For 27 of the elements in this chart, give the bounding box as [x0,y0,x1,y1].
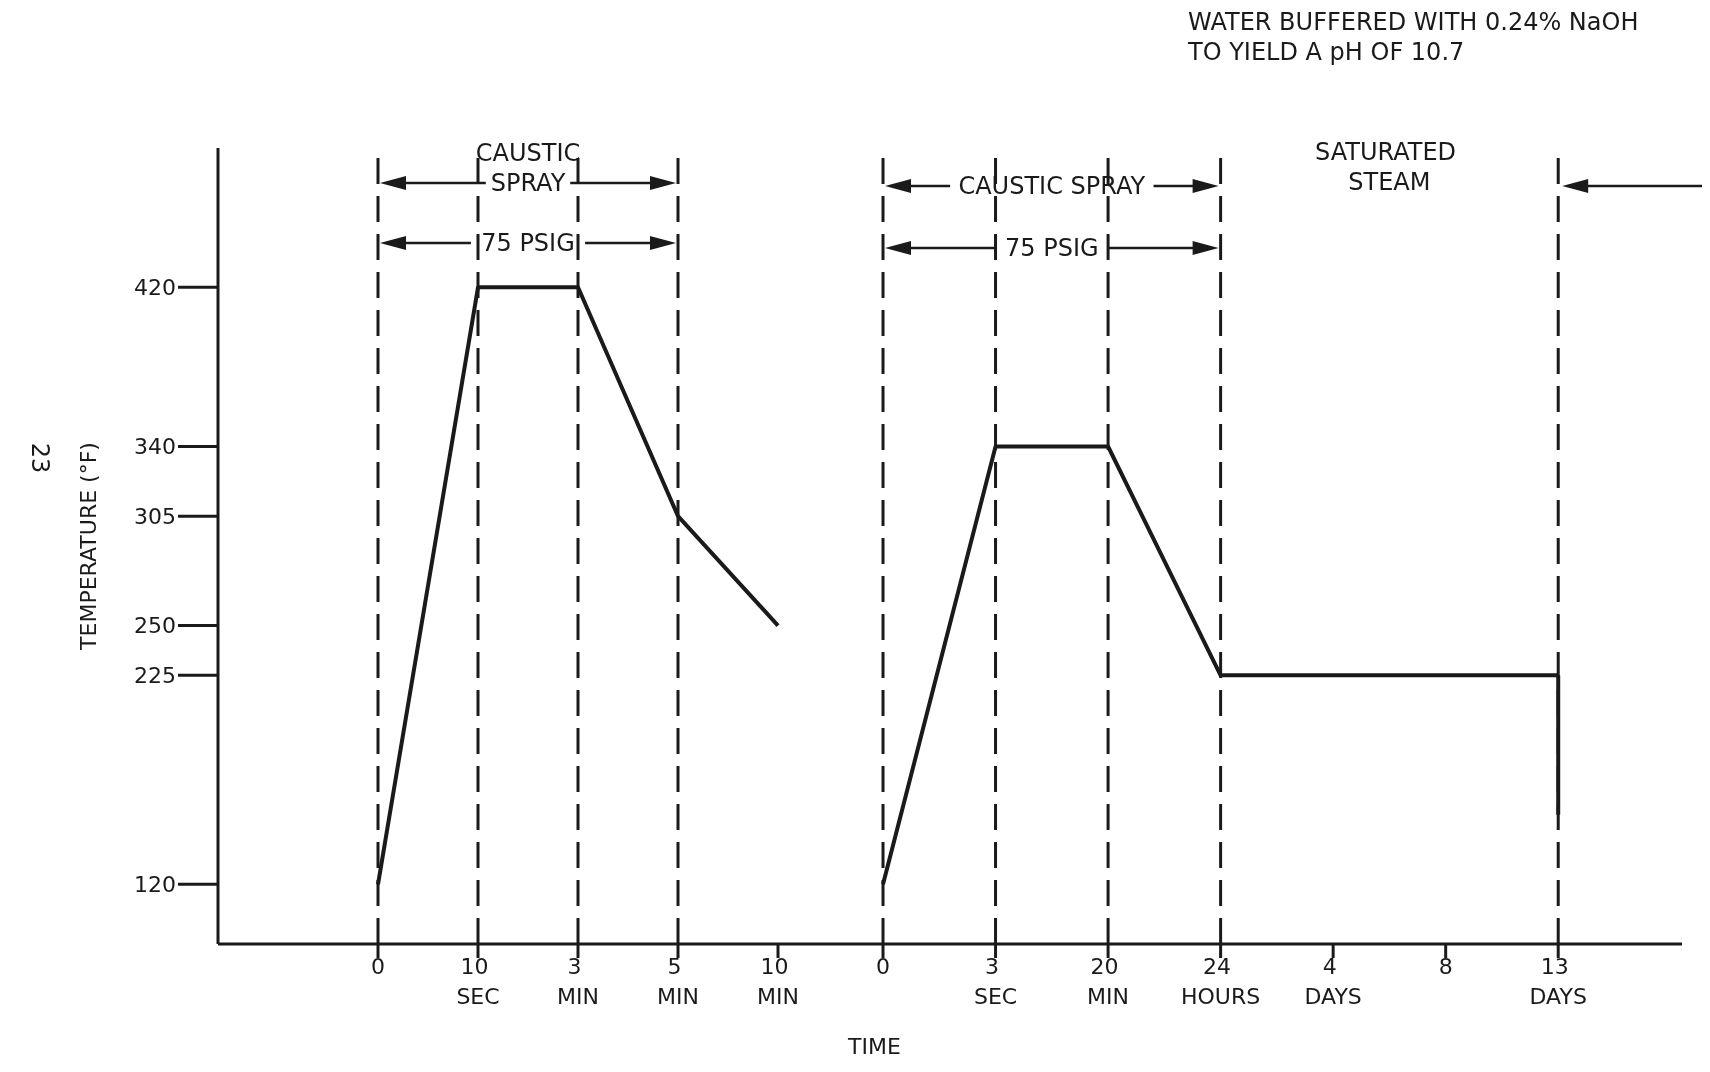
annotation: CAUSTIC SPRAY [475,139,581,197]
y-tick-label: 250 [134,613,176,639]
x-tick-label: 0 [371,954,385,979]
x-tick-label: 8 [1438,954,1453,979]
x-tick-label: 10 MIN [757,954,799,1009]
y-tick-label: 420 [134,275,176,301]
annotation: CAUSTIC SPRAY [958,172,1146,200]
text: 23 [26,442,54,474]
annotation: 75 PSIG [1005,234,1099,262]
y-tick-label: 305 [134,503,176,529]
y-tick-label: 120 [134,872,176,898]
x-tick-label: 3 SEC [973,954,1018,1009]
y-tick-label: 225 [134,663,176,689]
y-tick-label: 340 [134,434,176,460]
x-tick-label: 20 MIN [1087,954,1130,1009]
y-axis-title: TEMPERATURE (°F) [75,442,101,651]
x-tick-label: 5 MIN [657,954,699,1009]
x-tick-label: 10 SEC [456,954,500,1009]
x-tick-label: 24 HOURS [1181,954,1261,1009]
x-tick-label: 13 DAYS [1529,954,1587,1009]
x-tick-label: 0 [876,954,891,979]
x-tick-label: 3 MIN [557,954,599,1009]
annotation: 75 PSIG [481,229,575,257]
x-tick-label: 4 DAYS [1304,954,1362,1009]
text: WATER BUFFERED WITH 0.24% NaOH TO YIELD A pH OF 10.7 [1187,8,1647,66]
x-axis-title: TIME [847,1034,901,1059]
annotation: SATURATED STEAM [1315,138,1464,196]
